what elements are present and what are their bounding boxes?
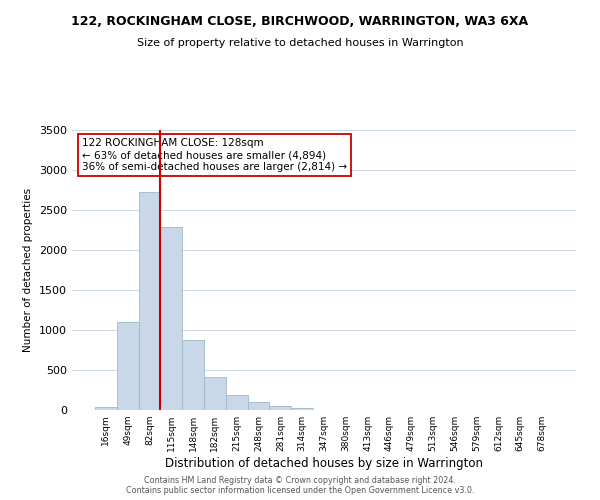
Bar: [182, 340, 204, 410]
Bar: [204, 377, 226, 410]
Bar: [117, 322, 139, 410]
Text: 122, ROCKINGHAM CLOSE, BIRCHWOOD, WARRINGTON, WA3 6XA: 122, ROCKINGHAM CLOSE, BIRCHWOOD, WARRIN…: [71, 15, 529, 28]
Text: Contains HM Land Registry data © Crown copyright and database right 2024.
Contai: Contains HM Land Registry data © Crown c…: [126, 476, 474, 495]
Bar: [269, 406, 291, 410]
Y-axis label: Number of detached properties: Number of detached properties: [23, 188, 34, 352]
Bar: [139, 192, 160, 410]
Bar: [248, 402, 269, 410]
Text: 122 ROCKINGHAM CLOSE: 128sqm
← 63% of detached houses are smaller (4,894)
36% of: 122 ROCKINGHAM CLOSE: 128sqm ← 63% of de…: [82, 138, 347, 172]
Bar: [291, 408, 313, 410]
Bar: [95, 407, 117, 410]
X-axis label: Distribution of detached houses by size in Warrington: Distribution of detached houses by size …: [165, 457, 483, 470]
Text: Size of property relative to detached houses in Warrington: Size of property relative to detached ho…: [137, 38, 463, 48]
Bar: [160, 227, 182, 410]
Bar: [226, 395, 248, 410]
